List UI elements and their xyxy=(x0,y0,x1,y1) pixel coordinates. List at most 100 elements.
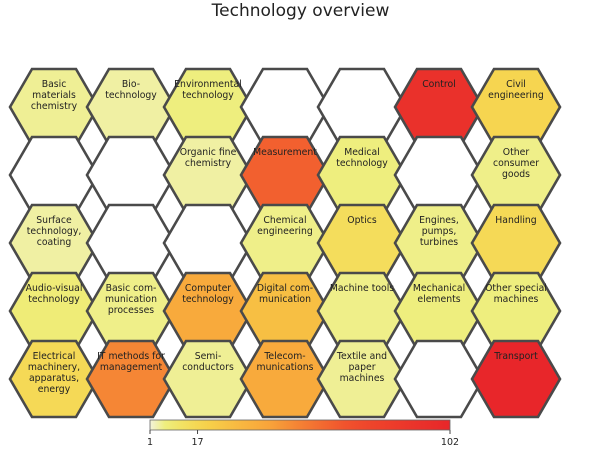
hex-cell: Bio-technology xyxy=(85,67,177,147)
hex-cell-label: machinery, xyxy=(28,362,80,373)
hex-cell: Handling xyxy=(470,203,562,283)
hex-cell-shape xyxy=(393,135,485,215)
hex-cell-label: machines xyxy=(340,373,385,384)
hex-cell-empty xyxy=(85,135,177,215)
hex-cell-label: technology xyxy=(28,294,80,305)
hex-cell: Transport xyxy=(470,339,562,419)
hex-cell-label: chemistry xyxy=(185,158,232,169)
hex-cell: Engines,pumps,turbines xyxy=(393,203,485,283)
hex-cell: Machine tools xyxy=(316,271,408,351)
hex-cell-label: paper xyxy=(348,362,375,373)
hex-cell-label: chemistry xyxy=(31,101,78,112)
hex-cell-empty xyxy=(85,203,177,283)
scale-tick-label: 17 xyxy=(191,437,203,448)
scale-tick-label: 1 xyxy=(147,437,153,448)
hex-cell-label: Civil xyxy=(506,79,526,90)
hex-cell-label: Organic fine xyxy=(180,147,237,158)
hex-cell-label: Other special xyxy=(485,283,547,294)
hex-cell-label: management xyxy=(100,362,163,373)
hex-cell-label: technology xyxy=(182,294,234,305)
hex-cell-shape xyxy=(316,67,408,147)
hex-cell-label: Handling xyxy=(495,215,537,226)
hex-cell-label: Electrical xyxy=(33,351,76,362)
hex-cell-label: Telecom- xyxy=(263,351,305,362)
hex-cell-shape xyxy=(393,339,485,419)
hex-cell-label: Engines, xyxy=(419,215,459,226)
hex-cell-label: pumps, xyxy=(422,226,457,237)
hex-cell-shape xyxy=(85,203,177,283)
hex-cell-label: Basic xyxy=(42,79,67,90)
hex-cell-label: munication xyxy=(259,294,311,305)
hex-cell-empty xyxy=(393,135,485,215)
hex-cell-label: Other xyxy=(503,147,530,158)
hex-cell-label: consumer xyxy=(493,158,539,169)
hex-cell-empty xyxy=(239,67,331,147)
hex-cell-label: munication xyxy=(105,294,157,305)
hex-cell-label: energy xyxy=(38,384,71,395)
hex-cell-label: turbines xyxy=(420,237,458,248)
chart-title: Technology overview xyxy=(211,1,390,21)
hex-cell-shape xyxy=(8,135,100,215)
hex-cell-label: Digital com- xyxy=(257,283,313,294)
hex-cell: Control xyxy=(393,67,485,147)
hex-cell: Semi-conductors xyxy=(162,339,254,419)
hex-cell: Telecom-munications xyxy=(239,339,331,419)
hex-cell-empty xyxy=(316,67,408,147)
hex-cell-label: Transport xyxy=(493,351,538,362)
hex-cell-label: IT methods for xyxy=(97,351,165,362)
scale-tick-label: 102 xyxy=(441,437,459,448)
hex-cell-label: elements xyxy=(417,294,460,305)
hex-cell-label: munications xyxy=(257,362,314,373)
hex-cell-empty xyxy=(162,203,254,283)
hex-cell-label: technology xyxy=(105,90,157,101)
hex-cell-label: Chemical xyxy=(263,215,306,226)
hex-cell-label: Bio- xyxy=(122,79,140,90)
hex-cell-empty xyxy=(8,135,100,215)
hex-cell-label: Optics xyxy=(347,215,377,226)
hex-cell-label: Semi- xyxy=(195,351,222,362)
hex-cell-label: technology, xyxy=(27,226,82,237)
hex-cell: Measurement xyxy=(239,135,331,215)
hex-grid: BasicmaterialschemistryBio-technologyEnv… xyxy=(8,67,562,419)
hex-cell-label: Basic com- xyxy=(106,283,157,294)
hex-cell-label: Medical xyxy=(344,147,380,158)
hex-cell-label: processes xyxy=(108,305,154,316)
hex-cell-label: Machine tools xyxy=(330,283,394,294)
hex-cell-label: materials xyxy=(32,90,76,101)
hex-cell-label: engineering xyxy=(257,226,313,237)
color-scale-bar xyxy=(149,419,451,431)
hex-cell-label: coating xyxy=(37,237,72,248)
hex-cell-label: Audio-visual xyxy=(26,283,83,294)
hex-cell-shape xyxy=(162,203,254,283)
hex-cell-label: Mechanical xyxy=(413,283,465,294)
hex-cell-label: technology xyxy=(182,90,234,101)
hex-cell-label: Surface xyxy=(36,215,72,226)
hex-cell-label: conductors xyxy=(182,362,234,373)
hex-cell-label: technology xyxy=(336,158,388,169)
hex-cell-label: Environmental xyxy=(174,79,242,90)
hex-cell-label: goods xyxy=(502,169,530,180)
hex-cell-shape xyxy=(85,135,177,215)
hex-cell-label: Textile and xyxy=(336,351,387,362)
hex-cell-label: Control xyxy=(422,79,456,90)
hex-cell-label: apparatus, xyxy=(29,373,79,384)
hex-cell-label: engineering xyxy=(488,90,544,101)
hex-cell-shape xyxy=(470,339,562,419)
color-scale-legend: 1 17 102 xyxy=(147,419,459,448)
hex-cell-label: machines xyxy=(494,294,539,305)
